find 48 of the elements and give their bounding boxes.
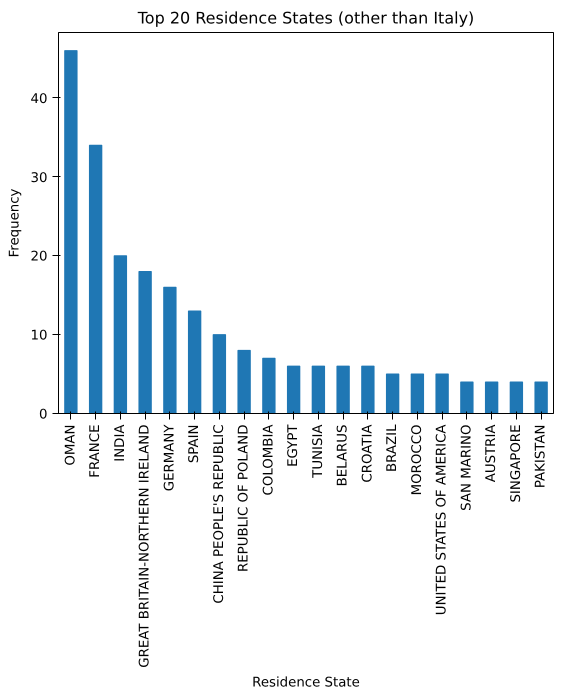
bar (163, 286, 177, 414)
x-tick-label: GERMANY (162, 424, 178, 492)
bar (386, 374, 400, 414)
x-tick-label: OMAN (63, 424, 78, 466)
x-axis-title: Residence State (252, 676, 360, 691)
x-tick-label: AUSTRIA (484, 424, 500, 482)
bar (410, 374, 424, 414)
x-tick-label: MOROCCO (410, 424, 425, 496)
x-tick-label: CROATIA (360, 424, 376, 483)
x-tick-label: TUNISIA (310, 424, 326, 479)
bar (484, 381, 498, 414)
bar (286, 366, 300, 414)
x-tick-label: COLOMBIA (261, 424, 276, 496)
x-tick-label: REPUBLIC OF POLAND (236, 424, 252, 572)
x-tick-label: BRAZIL (385, 424, 400, 472)
x-tick-label: SAN MARINO (459, 424, 474, 511)
y-tick-label: 40 (30, 92, 48, 107)
bar (64, 50, 78, 414)
x-tick-label: EGYPT (286, 424, 302, 467)
x-tick-label: GREAT BRITAIN-NORTHERN IRELAND (138, 424, 153, 668)
x-tick-label: SINGAPORE (508, 424, 524, 503)
bar (510, 381, 524, 414)
bar (262, 358, 276, 414)
bar (336, 366, 350, 414)
bar (312, 366, 326, 414)
y-tick-label: 10 (30, 328, 48, 344)
bar (138, 271, 152, 414)
bar (361, 366, 375, 414)
x-tick-label: CHINA PEOPLE'S REPUBLIC (212, 424, 227, 604)
x-tick-label: INDIA (112, 424, 128, 462)
chart-title: Top 20 Residence States (other than Italy) (136, 8, 474, 28)
bar (460, 381, 474, 414)
bar (114, 255, 128, 414)
y-tick-label: 30 (30, 170, 48, 186)
bar (188, 310, 202, 414)
bar (88, 144, 102, 414)
y-tick-label: 20 (30, 250, 48, 265)
x-tick-label: PAKISTAN (534, 424, 549, 488)
y-axis-title: Frequency (8, 188, 23, 258)
bar (435, 374, 449, 414)
x-tick-label: SPAIN (187, 424, 202, 464)
x-tick-label: UNITED STATES OF AMERICA (434, 424, 450, 616)
x-tick-label: FRANCE (88, 424, 104, 478)
bar (212, 334, 226, 414)
bar (237, 350, 251, 414)
y-tick-label: 0 (39, 408, 48, 422)
bar (534, 381, 548, 414)
x-tick-label: BELARUS (336, 424, 351, 486)
